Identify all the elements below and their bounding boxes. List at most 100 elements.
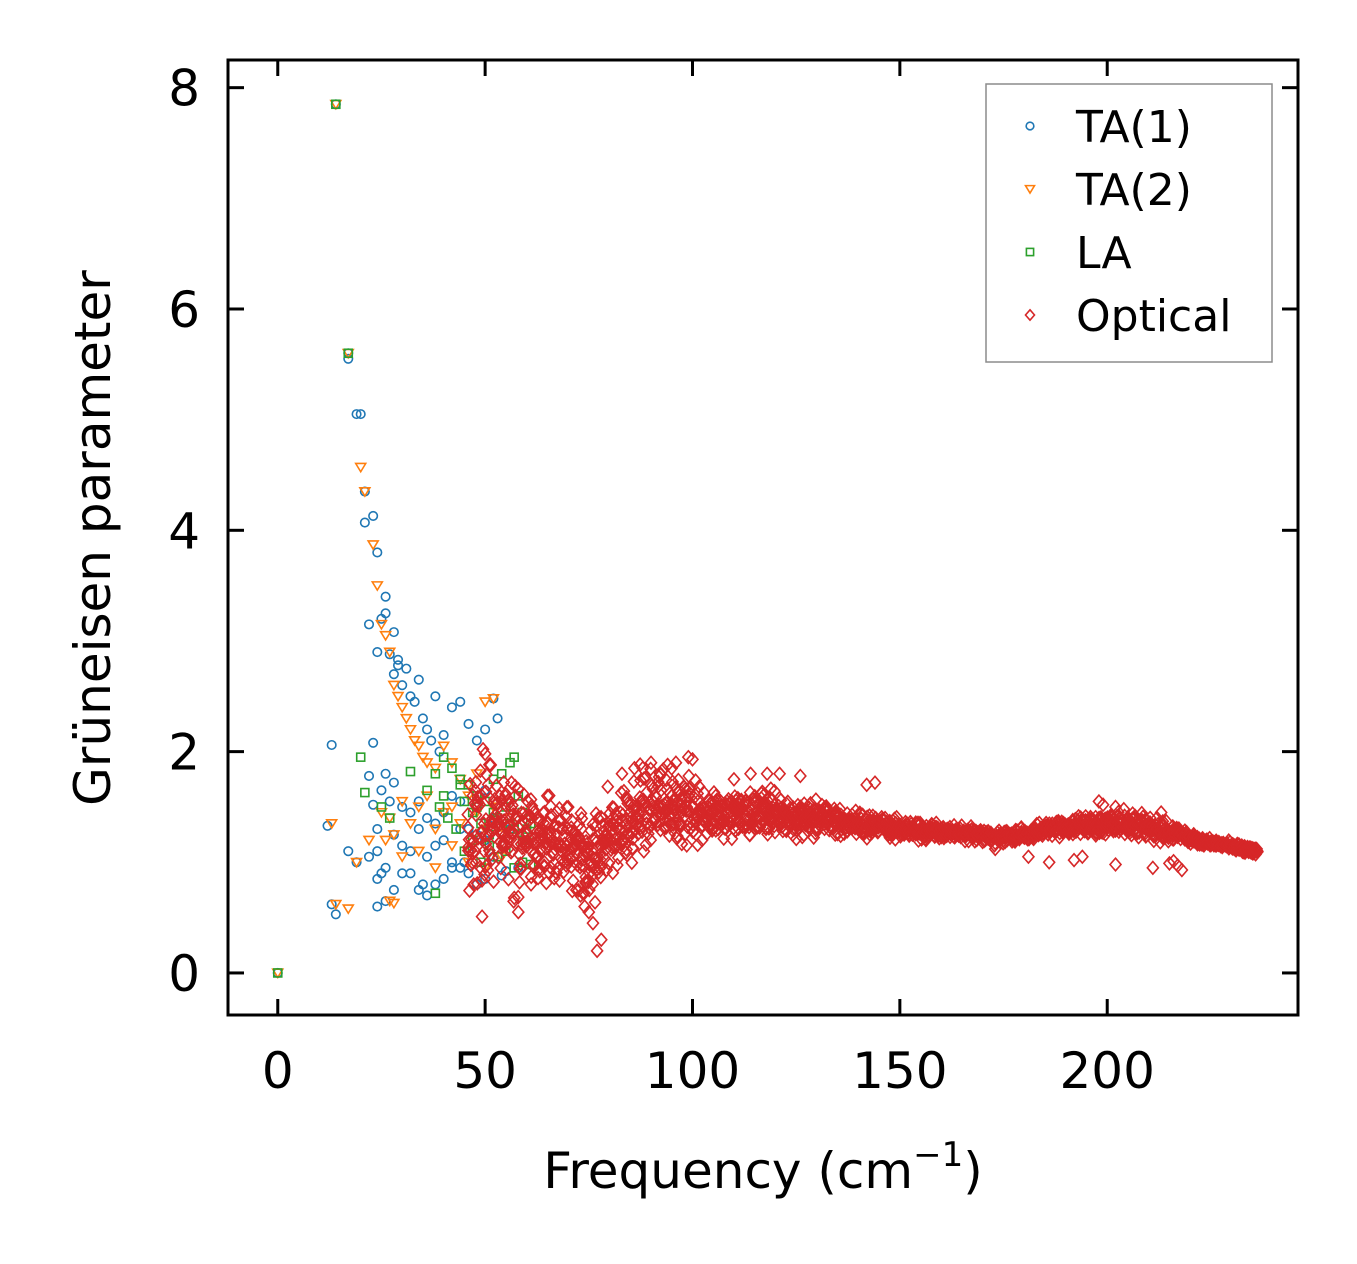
optical-point <box>479 858 493 874</box>
ta-1--point <box>363 619 375 630</box>
y-tick-label: 0 <box>168 945 200 1003</box>
optical-point <box>1162 855 1176 871</box>
optical-point <box>988 841 1002 857</box>
x-axis-label-superscript: −1 <box>913 1135 963 1175</box>
optical-point <box>626 831 640 847</box>
data-layer <box>271 99 1264 979</box>
y-tick-label: 8 <box>168 60 200 118</box>
la-point <box>438 791 449 801</box>
optical-point <box>727 771 741 787</box>
ta-2--point <box>478 697 492 708</box>
ta-2--point <box>387 830 401 841</box>
optical-point <box>653 822 668 838</box>
y-tick-label: 2 <box>168 724 200 782</box>
optical-point <box>760 766 774 782</box>
optical-point <box>627 773 641 790</box>
y-tick-label: 4 <box>168 502 200 560</box>
optical-point <box>561 852 575 868</box>
ta-2--point <box>379 630 393 642</box>
optical-point <box>537 854 552 870</box>
optical-point <box>473 763 487 779</box>
legend-entry: TA(1) <box>1025 102 1192 153</box>
ta-1--point <box>392 654 404 665</box>
optical-point <box>691 837 705 853</box>
optical-point <box>543 859 557 875</box>
ta-2--point <box>387 898 401 910</box>
optical-point <box>1108 799 1123 815</box>
optical-point <box>574 805 588 821</box>
ta-2--point <box>412 741 426 753</box>
legend-label: TA(1) <box>1075 102 1192 153</box>
ta-2--point <box>445 841 459 852</box>
x-tick-label: 0 <box>262 1042 294 1100</box>
ta-1--point <box>413 796 424 807</box>
optical-point <box>1175 862 1189 878</box>
ta-1--point <box>372 824 383 835</box>
optical-point <box>615 766 629 782</box>
optical-point <box>564 859 578 875</box>
optical-point <box>475 872 489 888</box>
ta-2--point <box>404 819 417 830</box>
la-point <box>384 813 395 823</box>
x-tick-label: 150 <box>852 1042 947 1100</box>
optical-point <box>512 874 527 890</box>
optical-point <box>544 798 558 814</box>
optical-point <box>561 799 575 815</box>
ta-1--point <box>372 846 383 857</box>
optical-point <box>666 774 680 790</box>
optical-point <box>494 860 508 876</box>
optical-point <box>707 784 721 800</box>
ta-2--point <box>325 819 339 830</box>
ta-1--point <box>388 884 399 896</box>
la-point <box>430 768 441 779</box>
optical-point <box>573 887 588 904</box>
ta-2--point <box>350 857 363 869</box>
optical-point <box>680 837 694 853</box>
ta-2--point <box>329 899 343 911</box>
ta-1--point <box>455 696 466 707</box>
la-point <box>343 348 354 359</box>
optical-point <box>590 943 604 959</box>
la-point <box>438 752 449 762</box>
ta-1--point <box>430 691 441 702</box>
ta-1--point <box>351 409 362 420</box>
ta-2--point <box>445 758 459 769</box>
optical-point <box>493 788 507 804</box>
ta-1--point <box>438 873 449 884</box>
optical-point <box>478 866 492 882</box>
ta-2--point <box>362 835 376 847</box>
optical-point <box>593 852 607 868</box>
ta-1--point <box>380 591 391 602</box>
ta-1--point <box>397 680 408 691</box>
ta-1--point <box>372 547 383 558</box>
optical-point <box>586 831 600 847</box>
optical-point <box>1117 801 1131 817</box>
optical-point <box>614 785 628 801</box>
optical-point <box>1249 841 1263 857</box>
ta-2--point <box>383 896 397 908</box>
optical-point <box>481 862 495 878</box>
optical-point <box>588 894 602 910</box>
ticks-layer: 0 50 100 150 200 0 2 4 6 8 <box>168 60 1298 1100</box>
optical-point <box>475 909 489 925</box>
optical-point <box>639 837 653 853</box>
optical-point <box>1135 805 1149 821</box>
optical-point <box>470 875 484 891</box>
optical-point <box>669 755 683 771</box>
la-point <box>509 752 519 762</box>
la-point <box>455 774 466 785</box>
la-point <box>376 802 387 812</box>
ta-2--point <box>445 802 459 814</box>
ta-1--point <box>405 807 416 818</box>
ta-1--point <box>446 862 458 873</box>
ta-1--point <box>446 857 458 868</box>
ta-2--point <box>428 763 442 775</box>
optical-point <box>1249 843 1263 859</box>
ta-1--point <box>413 824 424 835</box>
optical-point <box>637 843 651 859</box>
optical-point <box>675 836 689 852</box>
optical-point <box>502 818 516 834</box>
la-point <box>360 787 370 798</box>
ta-1--point <box>372 646 383 658</box>
la-point <box>405 766 416 777</box>
